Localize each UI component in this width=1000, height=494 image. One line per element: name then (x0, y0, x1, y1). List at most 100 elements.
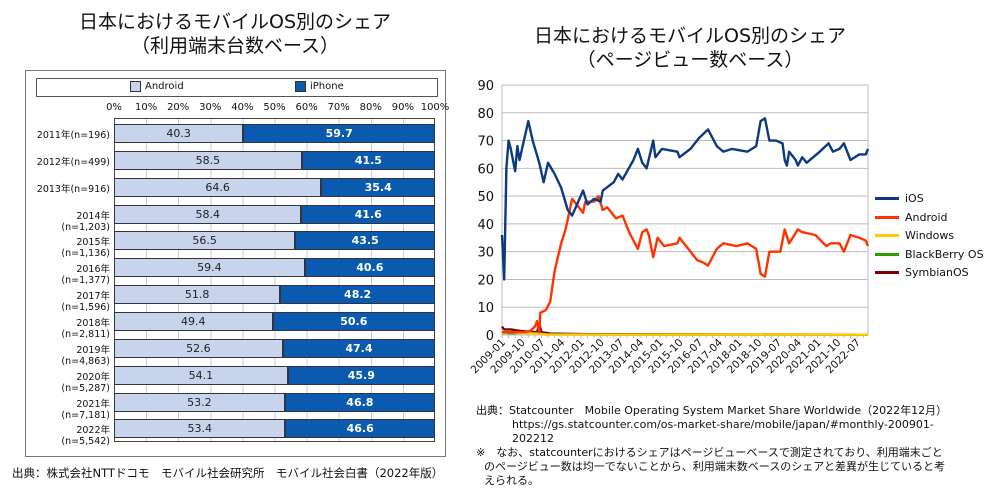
android-swatch (130, 81, 141, 92)
y-tick-label: 10 (477, 301, 494, 316)
right-source: 出典：Statcounter Mobile Operating System M… (476, 404, 996, 488)
legend-label: SymbianOS (905, 266, 969, 279)
iphone-bar: 46.6 (285, 419, 435, 439)
legend-item: Android (875, 211, 948, 224)
legend-label: iOS (905, 192, 924, 205)
iphone-bar: 41.5 (301, 150, 435, 170)
x-tick-label: 0% (106, 102, 122, 113)
iphone-bar: 43.5 (295, 231, 435, 251)
title-line: 日本におけるモバイルOS別のシェア (78, 11, 392, 33)
right-chart-title: 日本におけるモバイルOS別のシェア （ページビュー数ベース） (480, 24, 900, 72)
iphone-bar: 47.4 (282, 338, 435, 358)
legend-swatch (875, 234, 899, 237)
row-label: 2012年(n=499) (36, 156, 110, 168)
android-bar: 58.4 (114, 204, 302, 224)
legend-label: Android (145, 81, 184, 92)
iphone-bar: 46.8 (284, 392, 435, 412)
iphone-bar: 50.6 (272, 311, 435, 331)
x-tick-label: 50% (263, 102, 286, 113)
x-tick-label: 60% (295, 102, 318, 113)
y-tick-label: 30 (477, 246, 494, 261)
row-label: 2016年(n=1,377) (61, 264, 110, 287)
iphone-bar: 48.2 (280, 285, 435, 305)
source-text: Statcounter Mobile Operating System Mark… (509, 404, 948, 417)
android-bar: 53.4 (114, 419, 286, 439)
android-bar: 64.6 (114, 177, 322, 197)
note: ※ なお、statcounterにおけるシェアはページビューベースで測定されてお… (476, 446, 943, 459)
x-tick-label: 20% (167, 102, 190, 113)
iphone-bar: 45.9 (287, 365, 435, 385)
right-line-chart: 01020304050607080902009-012009-102010-07… (469, 79, 870, 376)
legend-iphone: iPhone (295, 81, 344, 92)
x-tick-label: 10% (134, 102, 158, 113)
row-label: 2021年(n=7,181) (61, 398, 110, 421)
row-label: 2015年(n=1,136) (61, 237, 110, 260)
row-label: 2019年(n=4,863) (61, 344, 110, 367)
legend-label: Android (905, 210, 948, 224)
y-tick-label: 40 (477, 218, 494, 233)
x-tick-label: 90% (391, 102, 415, 113)
legend-android: Android (130, 81, 184, 92)
legend-swatch (875, 215, 899, 219)
legend-swatch (875, 271, 899, 274)
note-cont: えられる。 (484, 474, 539, 487)
left-chart-title: 日本におけるモバイルOS別のシェア （利用端末台数ベース） (20, 10, 450, 58)
x-tick-label: 80% (359, 102, 382, 113)
iphone-bar: 40.6 (304, 258, 435, 278)
left-chart-frame (25, 70, 446, 457)
iphone-bar: 35.4 (321, 177, 435, 197)
x-tick-label: 70% (327, 102, 350, 113)
android-bar: 59.4 (114, 258, 305, 278)
plot-area (114, 118, 435, 443)
row-label: 2013年(n=916) (36, 183, 110, 195)
series-line-ios (500, 117, 870, 281)
android-bar: 56.5 (114, 231, 296, 251)
legend-label: BlackBerry OS (905, 247, 984, 261)
x-tick-label: 30% (199, 102, 222, 113)
android-bar: 49.4 (114, 311, 273, 331)
x-tick-label: 40% (231, 102, 254, 113)
iphone-bar: 41.6 (301, 204, 435, 224)
row-label: 2017年(n=1,596) (61, 291, 110, 314)
android-bar: 40.3 (114, 124, 244, 143)
iphone-swatch (295, 81, 306, 92)
x-tick-label: 100% (420, 102, 450, 113)
android-bar: 51.8 (114, 285, 281, 305)
legend-item: Windows (875, 229, 954, 242)
row-label: 2018年(n=2,811) (61, 317, 110, 340)
note-cont: のページビュー数は均一でないことから、利用端末数ベースのシェアと差異が生じている… (484, 460, 946, 473)
series-line-symbianos (501, 322, 869, 336)
legend-label: Windows (905, 229, 955, 242)
android-bar: 53.2 (114, 392, 285, 412)
legend-swatch (875, 197, 899, 200)
y-tick-label: 50 (477, 190, 494, 205)
source-url[interactable]: https://gs.statcounter.com/os-market-sha… (512, 418, 934, 431)
y-tick-label: 0 (486, 329, 494, 344)
y-tick-label: 90 (477, 79, 494, 94)
subtitle-line: （ページビュー数ベース） (576, 49, 804, 71)
series-line-android (502, 194, 870, 334)
y-tick-label: 60 (477, 162, 494, 177)
left-legend: Android iPhone (36, 78, 438, 97)
y-tick-label: 20 (477, 273, 494, 288)
legend-item: SymbianOS (875, 266, 969, 279)
row-label: 2020年(n=5,287) (61, 371, 110, 394)
row-label: 2011年(n=196) (36, 130, 110, 141)
title-line: 日本におけるモバイルOS別のシェア (533, 25, 847, 47)
y-tick-label: 80 (477, 107, 494, 122)
left-source: 出典：株式会社NTTドコモ モバイル社会研究所 モバイル社会白書（2022年版） (12, 466, 444, 480)
row-label: 2014年(n=1,203) (61, 210, 110, 233)
row-label: 2022年(n=5,542) (61, 425, 110, 448)
android-bar: 54.1 (114, 365, 288, 385)
subtitle-line: （利用端末台数ベース） (130, 35, 340, 57)
android-bar: 52.6 (114, 338, 283, 358)
iphone-bar: 59.7 (243, 124, 435, 143)
android-bar: 58.5 (114, 150, 302, 170)
legend-item: iOS (875, 192, 924, 205)
source-url-cont[interactable]: 202212 (512, 432, 554, 445)
y-tick-label: 70 (477, 135, 494, 150)
legend-swatch (875, 252, 899, 256)
legend-label: iPhone (310, 81, 344, 92)
legend-item: BlackBerry OS (875, 248, 984, 261)
source-label: 出典： (476, 404, 509, 417)
